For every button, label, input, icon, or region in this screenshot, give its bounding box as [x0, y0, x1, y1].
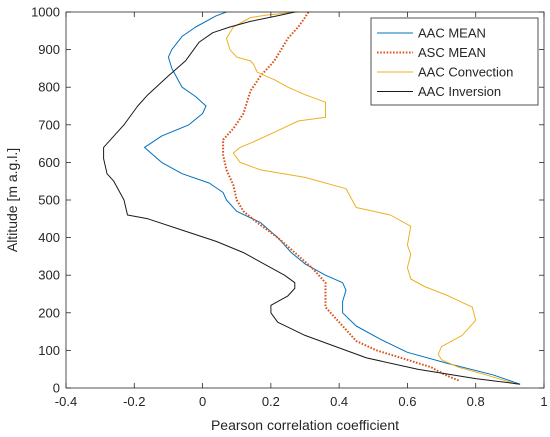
y-tick-label: 100	[38, 343, 60, 358]
series-line-aac-mean	[144, 11, 521, 385]
x-tick-label: -0.4	[55, 394, 77, 409]
x-axis: -0.4 -0.2 0 0.2 0.4 0.6 0.8 1	[55, 12, 548, 409]
legend-items: AAC MEAN ASC MEAN AAC Convection AAC Invers…	[377, 26, 513, 99]
x-axis-label: Pearson correlation coefficient	[211, 417, 399, 433]
x-tick-label: -0.2	[123, 394, 145, 409]
x-tick-label: 0.4	[330, 394, 348, 409]
y-axis: 0 100 200 300 400 500 600 700 800 900 1000	[31, 5, 544, 396]
y-tick-label: 0	[53, 381, 60, 396]
y-tick-label: 800	[38, 80, 60, 95]
y-tick-label: 500	[38, 193, 60, 208]
x-tick-label: 0	[199, 394, 206, 409]
legend-label: AAC Convection	[418, 65, 513, 80]
y-tick-label: 400	[38, 230, 60, 245]
x-tick-label: 0.2	[262, 394, 280, 409]
series-line-asc-mean	[222, 11, 459, 382]
legend: AAC MEAN ASC MEAN AAC Convection AAC Invers…	[370, 17, 539, 106]
y-tick-label: 300	[38, 268, 60, 283]
y-tick-label: 900	[38, 42, 60, 57]
y-tick-label: 600	[38, 155, 60, 170]
y-tick-label: 700	[38, 117, 60, 132]
x-tick-label: 0.8	[467, 394, 485, 409]
legend-label: AAC Inversion	[418, 84, 501, 99]
series-line-aac-inversion	[103, 11, 521, 385]
x-tick-label: 0.6	[398, 394, 416, 409]
series-layer	[103, 11, 521, 385]
series-line-aac-convection	[226, 11, 517, 385]
x-tick-label: 1	[540, 394, 547, 409]
legend-label: ASC MEAN	[418, 45, 486, 60]
y-axis-label: Altitude [m a.g.l.]	[4, 148, 20, 252]
y-tick-label: 200	[38, 305, 60, 320]
legend-label: AAC MEAN	[418, 26, 486, 41]
y-tick-label: 1000	[31, 5, 60, 20]
